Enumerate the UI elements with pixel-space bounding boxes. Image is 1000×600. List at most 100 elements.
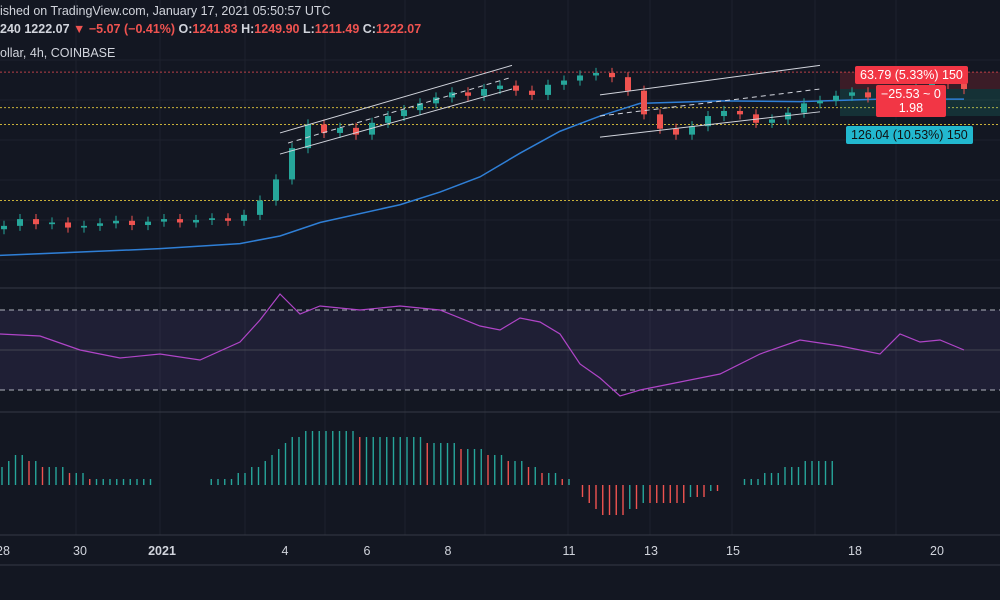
stop-label[interactable]: 126.04 (10.53%) 150 <box>846 126 973 144</box>
candle-body <box>49 222 55 225</box>
stop-text: 126.04 (10.53%) 150 <box>851 128 968 142</box>
candle-body <box>961 83 967 89</box>
candle-body <box>433 97 439 104</box>
ohlc-legend: 240 1222.07 ▼ −5.07 (−0.41%) O:1241.83 H… <box>0 22 421 36</box>
candle-body <box>97 223 103 226</box>
candle-body <box>849 92 855 96</box>
candle-body <box>817 100 823 104</box>
change-down-icon: ▼ <box>73 22 86 36</box>
candle-body <box>145 221 151 226</box>
candle-body <box>241 214 247 221</box>
candle-body <box>65 222 71 228</box>
x-tick-label: 8 <box>444 544 452 558</box>
close-value: 1222.07 <box>375 22 422 36</box>
candle-body <box>737 110 743 115</box>
candle-body <box>289 148 295 180</box>
change-value: −5.07 (−0.41%) <box>88 22 176 36</box>
x-tick-label: 28 <box>0 544 10 558</box>
x-tick-label: 4 <box>281 544 289 558</box>
candle-body <box>337 127 343 133</box>
low-label: L: <box>302 22 315 36</box>
candle-body <box>209 218 215 220</box>
position-label[interactable]: −25.53 ~ 0 1.98 <box>876 85 946 117</box>
candle-body <box>401 110 407 117</box>
candle-body <box>129 220 135 226</box>
candle-body <box>721 110 727 117</box>
candle-body <box>225 218 231 221</box>
candle-body <box>577 75 583 81</box>
candle-body <box>673 128 679 135</box>
last-price: 1222.07 <box>24 22 70 36</box>
candle-body <box>273 179 279 201</box>
low-value: 1211.49 <box>314 22 360 36</box>
candle-body <box>833 95 839 101</box>
candle-body <box>705 116 711 127</box>
channel-midline <box>287 76 513 144</box>
position-line1: −25.53 ~ 0 <box>881 87 941 101</box>
candle-body <box>625 77 631 91</box>
candle-body <box>513 85 519 91</box>
x-tick-label: 30 <box>73 544 87 558</box>
candle-body <box>657 114 663 129</box>
high-label: H: <box>241 22 255 36</box>
candle-body <box>417 103 423 111</box>
candle-body <box>1 225 7 230</box>
open-label: O: <box>178 22 193 36</box>
target-label[interactable]: 63.79 (5.33%) 150 <box>855 66 968 84</box>
x-tick-label: 18 <box>848 544 862 558</box>
candle-body <box>593 72 599 76</box>
open-value: 1241.83 <box>192 22 238 36</box>
interval: 240 <box>0 22 21 36</box>
candle-body <box>609 72 615 78</box>
channel-line <box>599 111 821 138</box>
candle-body <box>529 90 535 95</box>
x-tick-label: 20 <box>930 544 944 558</box>
symbol-text: ollar, 4h, COINBASE <box>0 46 116 60</box>
channel-midline <box>599 88 821 117</box>
candle-body <box>449 92 455 98</box>
close-label: C: <box>362 22 376 36</box>
rsi-line <box>0 293 965 397</box>
candle-body <box>753 114 759 123</box>
candle-body <box>865 92 871 98</box>
candle-body <box>785 112 791 120</box>
x-tick-label: 2021 <box>148 544 176 558</box>
candle-body <box>385 116 391 123</box>
candle-body <box>33 219 39 225</box>
candle-body <box>641 90 647 115</box>
candle-body <box>497 85 503 89</box>
candle-body <box>689 126 695 135</box>
candle-body <box>161 219 167 222</box>
target-text: 63.79 (5.33%) 150 <box>860 68 963 82</box>
candle-body <box>321 124 327 133</box>
channel-line <box>599 64 821 96</box>
ma-line <box>0 98 964 257</box>
candle-body <box>465 92 471 96</box>
symbol-info: ollar, 4h, COINBASE <box>0 46 115 60</box>
candle-body <box>305 124 311 149</box>
x-tick-label: 13 <box>644 544 658 558</box>
candle-body <box>193 219 199 223</box>
x-tick-label: 11 <box>562 544 576 558</box>
candle-body <box>801 103 807 113</box>
publish-info: ished on TradingView.com, January 17, 20… <box>0 4 331 18</box>
published-text: ished on TradingView.com, January 17, 20… <box>0 4 331 18</box>
candle-body <box>769 119 775 123</box>
position-line2: 1.98 <box>898 101 924 115</box>
channel-line <box>279 88 513 155</box>
candle-body <box>481 89 487 96</box>
candle-body <box>113 220 119 224</box>
candle-body <box>561 80 567 85</box>
high-value: 1249.90 <box>254 22 300 36</box>
channel-line <box>279 64 513 134</box>
candle-body <box>257 200 263 215</box>
candle-body <box>353 127 359 135</box>
candle-body <box>17 219 23 226</box>
candle-body <box>177 219 183 223</box>
x-tick-label: 6 <box>363 544 371 558</box>
candle-body <box>81 225 87 228</box>
candle-body <box>929 82 935 88</box>
x-tick-label: 15 <box>726 544 740 558</box>
candle-body <box>545 84 551 95</box>
